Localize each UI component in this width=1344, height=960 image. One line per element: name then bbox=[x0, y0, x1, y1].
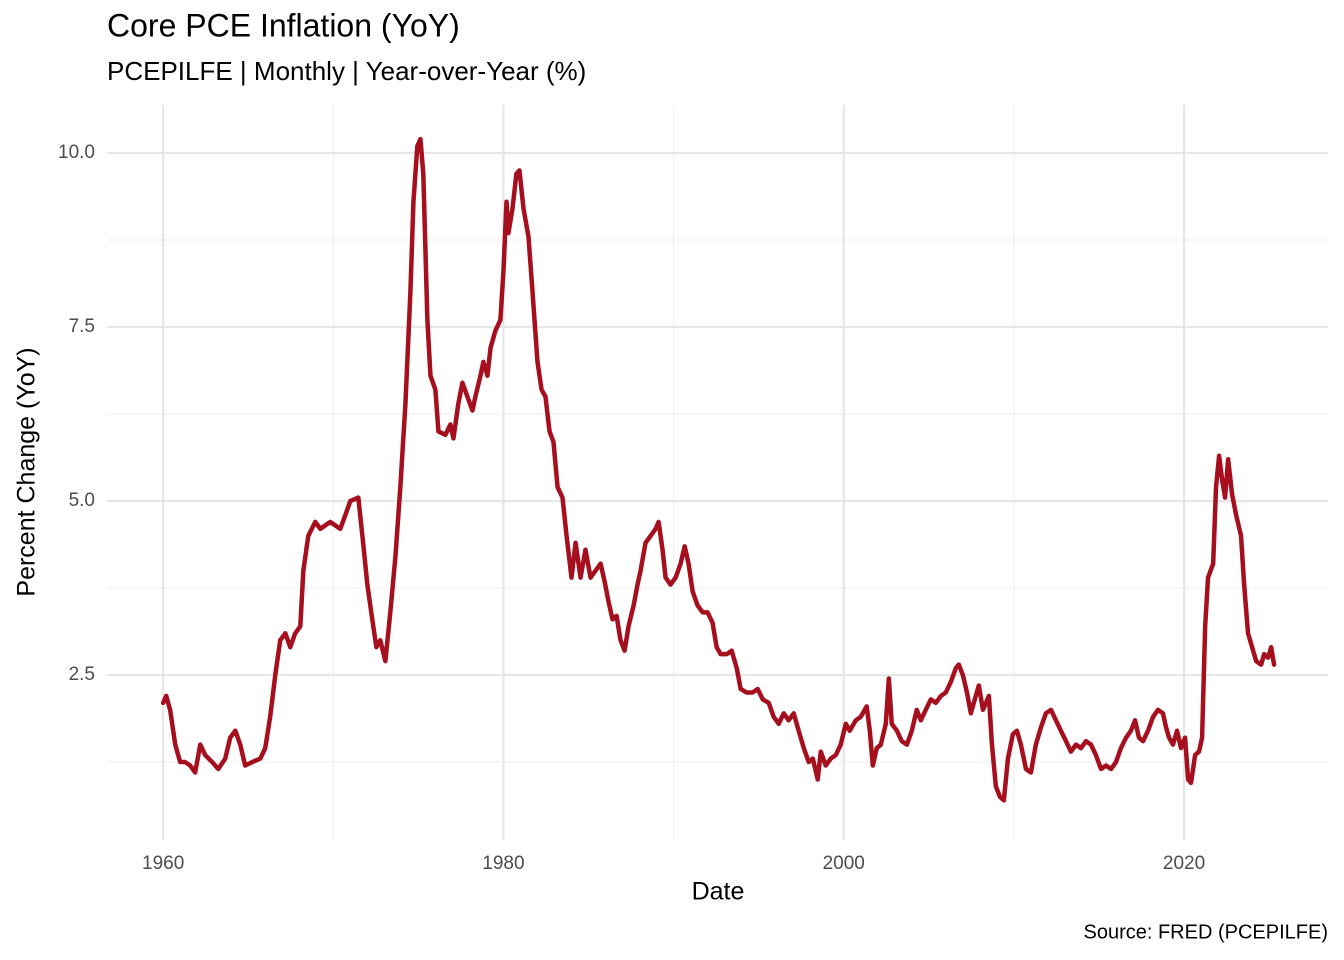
caption: Source: FRED (PCEPILFE) bbox=[1083, 921, 1328, 943]
x-tick-label: 1980 bbox=[482, 853, 524, 874]
x-axis-title: Date bbox=[692, 878, 745, 906]
x-tick-label: 1960 bbox=[142, 853, 184, 874]
data-line bbox=[160, 136, 1277, 803]
y-tick-label: 7.5 bbox=[69, 316, 95, 337]
x-tick-label: 2000 bbox=[823, 853, 865, 874]
y-axis-title: Percent Change (YoY) bbox=[13, 347, 41, 596]
y-tick-label: 2.5 bbox=[69, 664, 95, 685]
chart-title: Core PCE Inflation (YoY) bbox=[107, 7, 460, 43]
y-tick-label: 10.0 bbox=[58, 142, 95, 163]
chart-subtitle: PCEPILFE | Monthly | Year-over-Year (%) bbox=[107, 56, 586, 86]
x-tick-label: 2020 bbox=[1163, 853, 1205, 874]
y-tick-label: 5.0 bbox=[69, 490, 95, 511]
